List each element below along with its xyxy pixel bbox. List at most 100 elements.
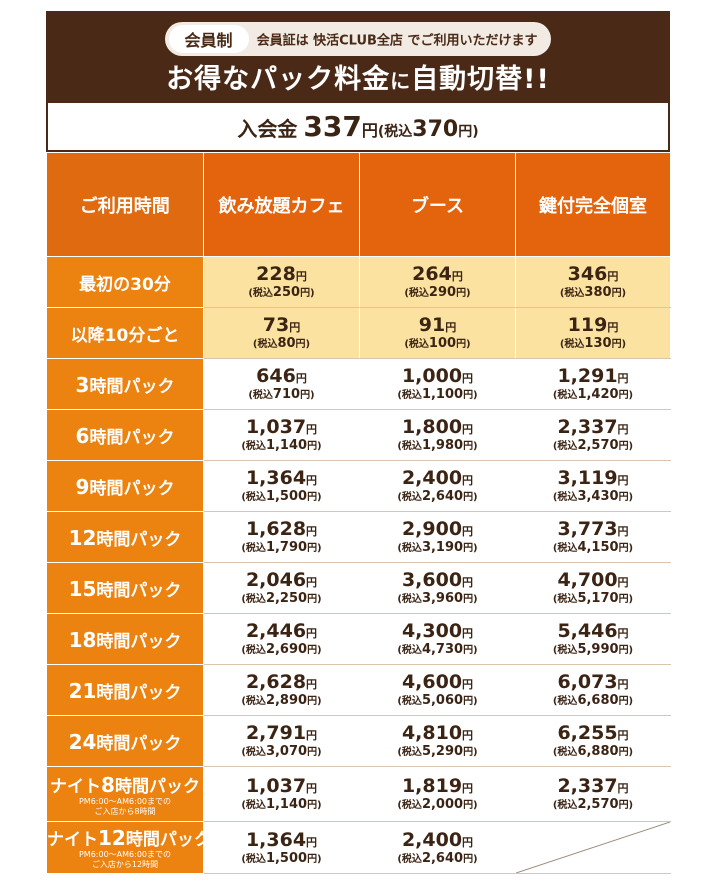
tax-prefix: (税込 xyxy=(241,696,266,707)
price-cell: 2,337円 (税込2,570円) xyxy=(515,766,671,822)
row-label: 9時間パック xyxy=(46,460,204,512)
tax-prefix: (税込 xyxy=(241,853,266,865)
price-amount: 2,446円 xyxy=(204,621,359,644)
tax-suffix: 円) xyxy=(456,339,471,350)
tax-prefix: (税込 xyxy=(397,441,422,452)
price-cell: 2,628円 (税込2,890円) xyxy=(203,664,360,716)
price-cell: 6,073円 (税込6,680円) xyxy=(515,664,671,716)
tax-prefix: (税込 xyxy=(559,288,585,299)
price-cell: 1,037円 (税込1,140円) xyxy=(203,409,360,461)
tax-included-value: 100 xyxy=(428,336,457,351)
table-row: 最初の30分 228円 (税込250円) 264円 (税込290円) 346円 (税込380… xyxy=(46,256,671,308)
yen-unit: 円 xyxy=(306,525,318,538)
price-amount: 1,800円 xyxy=(360,417,515,440)
header-private-room: 鍵付完全個室 xyxy=(515,152,671,257)
price-amount: 4,300円 xyxy=(360,621,515,644)
table-row: ナイト8時間パック PM6:00〜AM6:00までの ご入店から8時間 1,037円(… xyxy=(46,766,671,822)
empty-cell xyxy=(515,821,671,874)
price-amount: 346円 xyxy=(516,264,670,287)
price-tax-included: (税込2,890円) xyxy=(204,694,359,708)
row-label-hours: 9 xyxy=(75,474,90,499)
row-label-hours: 6 xyxy=(75,423,90,448)
price-tax-included: (税込2,690円) xyxy=(204,642,359,657)
price-tax-included: (税込130円) xyxy=(516,337,670,351)
tax-suffix: 円) xyxy=(611,288,627,299)
entry-fee-amount: 337 xyxy=(303,110,362,143)
tax-included-value: 1,140 xyxy=(265,438,308,453)
row-label-prefix: ナイト xyxy=(47,830,98,850)
tax-included-value: 1,500 xyxy=(265,489,308,504)
table-row: 15時間パック 2,046円 (税込2,250円) 3,600円 (税込3,960円) 4… xyxy=(46,562,671,614)
row-label: 3時間パック xyxy=(46,358,204,410)
tax-suffix: 円) xyxy=(618,441,634,452)
price-value: 2,400 xyxy=(401,467,463,489)
tax-prefix: (税込 xyxy=(404,288,429,299)
tax-prefix: (税込 xyxy=(397,390,422,401)
price-value: 346 xyxy=(567,263,608,285)
tax-prefix: (税込 xyxy=(241,800,266,811)
tax-suffix: 円) xyxy=(463,645,478,656)
header-booth: ブース xyxy=(359,152,516,257)
tax-prefix: (税込 xyxy=(241,441,266,452)
price-tax-included: (税込2,570円) xyxy=(516,798,670,812)
headline-part-a: お得なパック料金 xyxy=(166,64,391,95)
tax-included-value: 80 xyxy=(277,336,296,351)
price-cell: 1,037円 (税込1,140円) xyxy=(203,766,360,822)
price-value: 2,400 xyxy=(401,828,463,851)
tax-prefix: (税込 xyxy=(552,747,578,758)
price-amount: 4,700円 xyxy=(516,570,670,593)
table-row: 3時間パック 646円 (税込710円) 1,000円 (税込1,100円) 1,291円… xyxy=(46,358,671,410)
price-cell: 4,600円 (税込5,060円) xyxy=(359,664,516,716)
price-tax-included: (税込6,880円) xyxy=(516,744,670,759)
entry-fee-tax-open: (税込 xyxy=(377,124,413,140)
price-amount: 1,628円 xyxy=(204,519,359,542)
price-value: 91 xyxy=(418,314,446,336)
price-amount: 4,810円 xyxy=(360,723,515,746)
price-amount: 2,400円 xyxy=(360,468,515,491)
price-value: 2,446 xyxy=(245,620,307,642)
price-tax-included: (税込1,790円) xyxy=(204,541,359,555)
row-label-suffix: 時間パック xyxy=(96,733,182,754)
price-cell: 646円 (税込710円) xyxy=(203,358,360,410)
tax-suffix: 円) xyxy=(307,853,322,865)
yen-unit: 円 xyxy=(617,627,629,640)
membership-pill: 会員制 会員証は 快活CLUB全店 でご利用いただけます xyxy=(164,22,552,56)
price-amount: 73円 xyxy=(204,315,359,338)
tax-prefix: (税込 xyxy=(397,800,422,811)
row-label: 以降10分ごと xyxy=(46,307,204,359)
row-note-hours: PM6:00〜AM6:00までの xyxy=(78,796,172,806)
tax-suffix: 円) xyxy=(618,696,634,707)
price-cell: 73円 (税込80円) xyxy=(203,307,360,359)
table-row: 18時間パック 2,446円 (税込2,690円) 4,300円 (税込4,730円) 5… xyxy=(46,613,671,665)
price-cell: 264円 (税込290円) xyxy=(359,256,516,308)
tax-included-value: 2,690 xyxy=(265,642,308,657)
price-cell: 1,364円 (税込1,500円) xyxy=(203,821,360,874)
tax-included-value: 6,880 xyxy=(577,744,619,759)
price-cell: 2,046円 (税込2,250円) xyxy=(203,562,360,614)
yen-unit: 円 xyxy=(462,627,474,640)
row-label-suffix: 時間パック xyxy=(96,529,182,550)
tax-suffix: 円) xyxy=(618,492,634,503)
price-tax-included: (税込250円) xyxy=(204,286,359,300)
price-cell: 3,773円 (税込4,150円) xyxy=(515,511,671,563)
tax-included-value: 1,100 xyxy=(421,387,464,402)
price-cell: 91円 (税込100円) xyxy=(359,307,516,359)
table-row: 24時間パック 2,791円 (税込3,070円) 4,810円 (税込5,290円) 6… xyxy=(46,715,671,767)
tax-included-value: 6,680 xyxy=(577,693,619,708)
price-value: 119 xyxy=(567,314,608,336)
price-tax-included: (税込5,290円) xyxy=(360,745,515,759)
tax-prefix: (税込 xyxy=(241,594,266,605)
price-tax-included: (税込1,980円) xyxy=(360,438,515,453)
row-label-suffix: 時間パック xyxy=(96,682,182,703)
tax-prefix: (税込 xyxy=(559,339,585,350)
headline-part-c: 自動切替!! xyxy=(411,64,550,95)
tax-suffix: 円) xyxy=(300,288,315,299)
price-cell: 2,400円 (税込2,640円) xyxy=(359,821,516,874)
tax-included-value: 1,980 xyxy=(421,438,464,453)
price-value: 2,791 xyxy=(245,722,307,744)
yen-unit: 円 xyxy=(306,678,318,691)
price-cell: 119円 (税込130円) xyxy=(515,307,671,359)
row-note-hours: PM6:00〜AM6:00までの xyxy=(78,850,172,859)
row-label-hours: 18 xyxy=(68,627,97,652)
price-tax-included: (税込4,150円) xyxy=(516,541,670,555)
